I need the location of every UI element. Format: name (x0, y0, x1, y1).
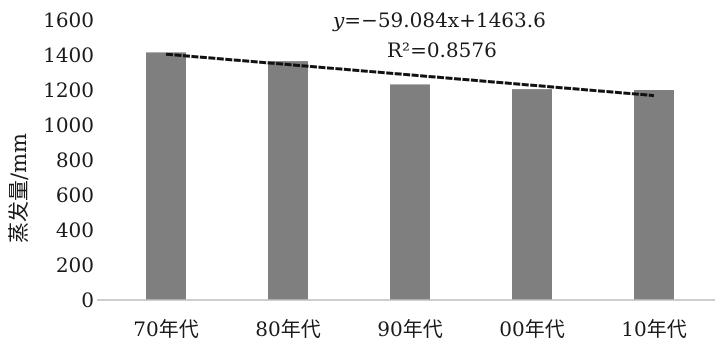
y-axis-label: 蒸发量/mm (7, 133, 31, 243)
x-category-label: 90年代 (377, 317, 442, 341)
y-tick-label: 200 (56, 253, 94, 277)
x-category-label: 70年代 (133, 317, 198, 341)
x-category-label: 10年代 (621, 317, 686, 341)
y-tick-label: 1600 (43, 8, 94, 32)
bar (268, 61, 308, 300)
bars-group (146, 52, 674, 301)
y-tick-label: 800 (56, 148, 94, 172)
bar (146, 52, 186, 300)
bar (634, 90, 674, 300)
bar (512, 89, 552, 300)
x-category-label: 80年代 (255, 317, 320, 341)
trend-r-squared: R²=0.8576 (387, 38, 497, 62)
y-tick-label: 400 (56, 218, 94, 242)
y-tick-label: 0 (81, 288, 94, 312)
y-axis: 0 200 400 600 800 1000 1200 1400 1600 (43, 8, 94, 312)
trendline (165, 52, 655, 98)
y-tick-label: 1400 (43, 43, 94, 67)
x-category-label: 00年代 (499, 317, 564, 341)
trend-equation: y=−59.084x+1463.6 (332, 8, 546, 32)
y-tick-label: 1200 (43, 78, 94, 102)
y-tick-label: 1000 (43, 113, 94, 137)
y-tick-label: 600 (56, 183, 94, 207)
x-axis: 70年代 80年代 90年代 00年代 10年代 (133, 317, 686, 341)
bar (390, 84, 430, 301)
